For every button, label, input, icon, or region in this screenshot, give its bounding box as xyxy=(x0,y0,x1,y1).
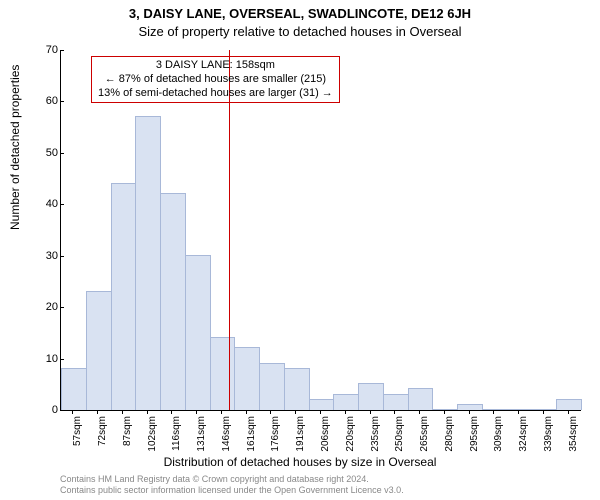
y-tick-label: 50 xyxy=(34,147,58,159)
histogram-bar xyxy=(309,399,335,410)
x-tick-label: 72sqm xyxy=(97,416,108,456)
x-tick-label: 116sqm xyxy=(171,416,182,456)
bars-group xyxy=(61,50,581,410)
x-tick-label: 354sqm xyxy=(568,416,579,456)
chart-container: 3, DAISY LANE, OVERSEAL, SWADLINCOTE, DE… xyxy=(0,0,600,500)
y-tick-label: 20 xyxy=(34,301,58,313)
x-tick-label: 191sqm xyxy=(295,416,306,456)
histogram-bar xyxy=(556,399,582,410)
x-tick-label: 206sqm xyxy=(320,416,331,456)
x-tick-label: 131sqm xyxy=(196,416,207,456)
x-axis: 57sqm 72sqm 87sqm 102sqm 116sqm 131sqm 146sqm 1… xyxy=(60,410,580,460)
y-tick-label: 70 xyxy=(34,44,58,56)
x-axis-label: Distribution of detached houses by size … xyxy=(0,455,600,469)
x-tick-label: 220sqm xyxy=(345,416,356,456)
x-tick-label: 176sqm xyxy=(270,416,281,456)
histogram-bar xyxy=(259,363,285,410)
x-tick-label: 102sqm xyxy=(147,416,158,456)
histogram-bar xyxy=(185,255,211,410)
annotation-line: 13% of semi-detached houses are larger (… xyxy=(98,87,333,101)
x-tick-label: 295sqm xyxy=(469,416,480,456)
y-tick-label: 0 xyxy=(34,404,58,416)
x-tick-label: 57sqm xyxy=(72,416,83,456)
footer-line2: Contains public sector information licen… xyxy=(60,485,404,496)
x-tick-label: 161sqm xyxy=(246,416,257,456)
y-tick-label: 40 xyxy=(34,198,58,210)
x-tick-label: 280sqm xyxy=(444,416,455,456)
x-tick-label: 87sqm xyxy=(122,416,133,456)
plot-area: 3 DAISY LANE: 158sqm← 87% of detached ho… xyxy=(60,50,581,411)
histogram-bar xyxy=(234,347,260,410)
y-axis: 010203040506070 xyxy=(0,50,60,410)
histogram-bar xyxy=(160,193,186,410)
footer-line1: Contains HM Land Registry data © Crown c… xyxy=(60,474,404,485)
footer-attribution: Contains HM Land Registry data © Crown c… xyxy=(60,474,404,496)
histogram-bar xyxy=(284,368,310,410)
histogram-bar xyxy=(111,183,137,410)
histogram-bar xyxy=(86,291,112,410)
x-tick-label: 309sqm xyxy=(493,416,504,456)
x-tick-label: 324sqm xyxy=(518,416,529,456)
annotation-line: 3 DAISY LANE: 158sqm xyxy=(98,59,333,73)
x-tick-label: 250sqm xyxy=(394,416,405,456)
histogram-bar xyxy=(333,394,359,410)
x-tick-label: 235sqm xyxy=(370,416,381,456)
chart-title-main: 3, DAISY LANE, OVERSEAL, SWADLINCOTE, DE… xyxy=(0,6,600,21)
x-tick-label: 265sqm xyxy=(419,416,430,456)
histogram-bar xyxy=(61,368,87,410)
x-tick-label: 146sqm xyxy=(221,416,232,456)
y-tick-label: 10 xyxy=(34,353,58,365)
reference-line xyxy=(229,50,230,410)
histogram-bar xyxy=(135,116,161,410)
annotation-box: 3 DAISY LANE: 158sqm← 87% of detached ho… xyxy=(91,56,340,103)
histogram-bar xyxy=(408,388,434,410)
histogram-bar xyxy=(210,337,236,410)
chart-title-sub: Size of property relative to detached ho… xyxy=(0,24,600,39)
y-tick-label: 60 xyxy=(34,95,58,107)
histogram-bar xyxy=(383,394,409,410)
y-tick-label: 30 xyxy=(34,250,58,262)
x-tick-label: 339sqm xyxy=(543,416,554,456)
histogram-bar xyxy=(358,383,384,410)
annotation-line: ← 87% of detached houses are smaller (21… xyxy=(98,73,333,87)
